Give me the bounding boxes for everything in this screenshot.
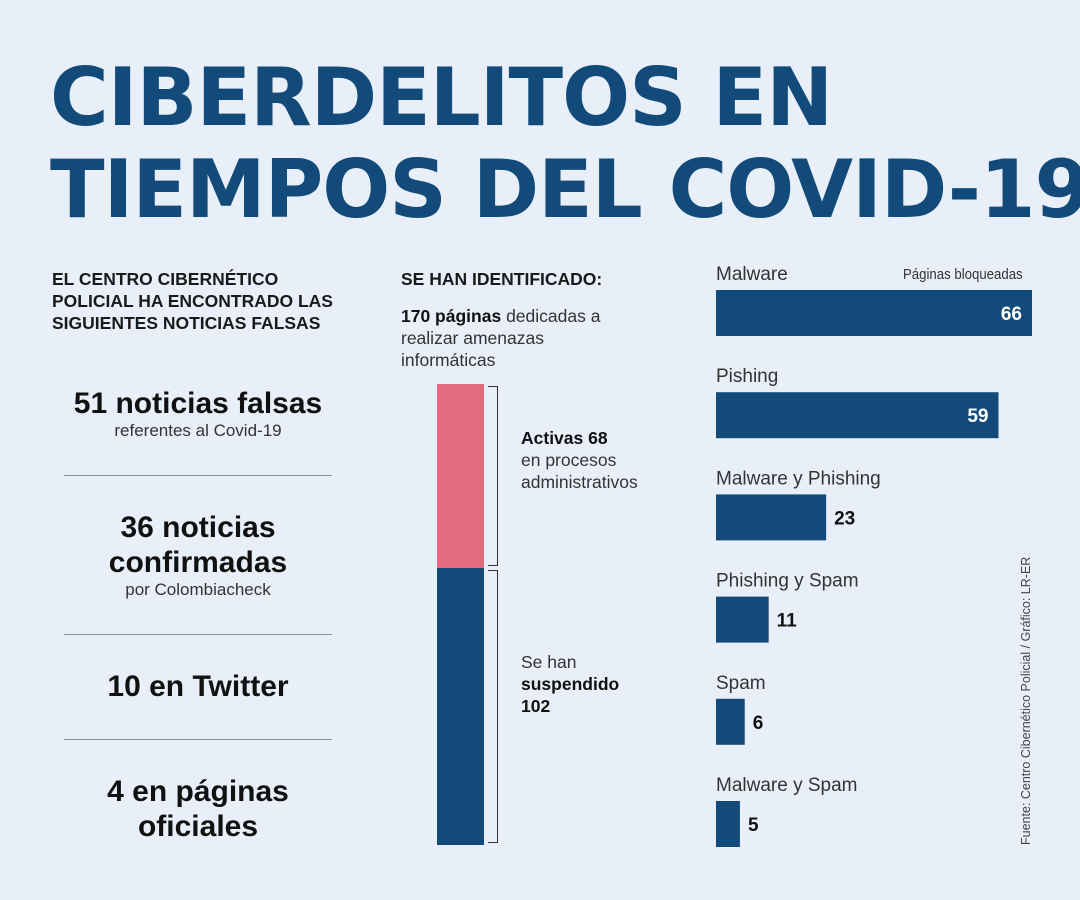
segment-suspended-line3: 102: [521, 696, 551, 716]
bar-value-label: 11: [777, 611, 798, 632]
bar-category-label: Malware y Phishing: [716, 468, 881, 489]
bar-category-label: Malware: [716, 264, 788, 285]
stat-official-pages-value: 4 en páginas oficiales: [107, 775, 289, 843]
stat-confirmed-value: 36 noticias confirmadas: [108, 511, 288, 579]
bar-category-label: Malware y Spam: [716, 775, 858, 796]
bar-value-label: 6: [753, 713, 764, 734]
stacked-pages-bar: [437, 384, 484, 845]
title-line-2: TIEMPOS DEL COVID-19: [50, 143, 1080, 236]
bar-value-label: 59: [967, 406, 988, 427]
stat-confirmed-note: por Colombiacheck: [125, 580, 271, 599]
segment-suspended-line2: suspendido: [521, 674, 620, 694]
bar: [716, 392, 999, 439]
title-line-1: CIBERDELITOS EN: [50, 51, 833, 144]
source-credit: Fuente: Centro Cibernético Policial / Gr…: [1019, 556, 1033, 845]
divider: [64, 475, 332, 476]
bar-value-label: 66: [1001, 304, 1022, 325]
bracket-suspended: [488, 570, 498, 843]
segment-label-suspended: Se han suspendido 102: [521, 651, 691, 717]
bar-category-label: Phishing y Spam: [716, 571, 859, 592]
bar: [716, 596, 769, 643]
identified-text: dedicadas a realizar amenazas informátic…: [401, 306, 601, 370]
bar-value-label: 5: [748, 815, 759, 836]
identified-heading: SE HAN IDENTIFICADO:: [401, 269, 603, 289]
stat-fake-news-value: 51 noticias falsas: [73, 387, 323, 420]
bar-value-label: 23: [834, 508, 855, 529]
stat-twitter-value: 10 en Twitter: [107, 670, 289, 703]
bar-category-label: Spam: [716, 673, 766, 694]
bar-category-label: Pishing: [716, 366, 778, 387]
stat-twitter: 10 en Twitter: [64, 669, 332, 704]
bar: [716, 801, 740, 847]
intro-text: EL CENTRO CIBERNÉTICO POLICIAL HA ENCONT…: [52, 269, 333, 333]
stat-fake-news-note: referentes al Covid-19: [114, 421, 282, 440]
stat-official-pages: 4 en páginas oficiales: [64, 774, 332, 844]
stack-segment-active: [437, 384, 484, 568]
page-title: CIBERDELITOS EN TIEMPOS DEL COVID-19: [50, 51, 1080, 236]
identified-description: 170 páginas dedicadas a realizar amenaza…: [401, 305, 631, 371]
segment-suspended-line1: Se han: [521, 652, 577, 672]
segment-active-desc: en procesos administrativos: [521, 450, 638, 492]
bar: [716, 494, 827, 541]
stack-segment-suspended: [437, 568, 484, 845]
segment-active-title: Activas 68: [521, 428, 608, 448]
segment-label-active: Activas 68 en procesos administrativos: [521, 427, 691, 493]
divider: [64, 739, 332, 740]
stat-fake-news: 51 noticias falsas referentes al Covid-1…: [64, 386, 332, 441]
divider: [64, 634, 332, 635]
value-axis-label: Páginas bloqueadas: [903, 266, 1023, 283]
identified-count: 170 páginas: [401, 306, 502, 326]
bar: [716, 698, 745, 745]
bracket-active: [488, 386, 498, 566]
bar: [716, 290, 1032, 336]
stat-confirmed: 36 noticias confirmadas por Colombiachec…: [64, 510, 332, 600]
